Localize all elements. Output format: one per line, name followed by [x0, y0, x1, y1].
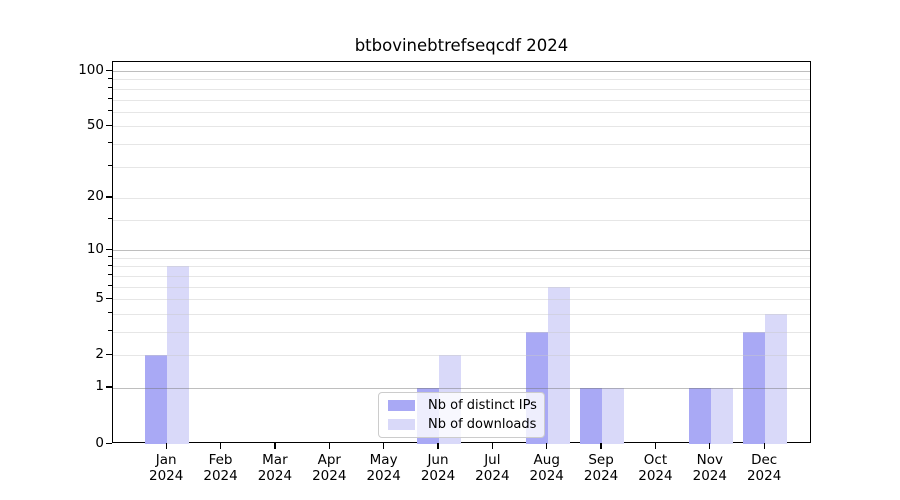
legend-label-downloads: Nb of downloads — [428, 416, 537, 432]
y-minor-tick-mark — [108, 98, 112, 100]
bar-distinct-ips-nov — [688, 387, 711, 444]
plot-area — [112, 61, 811, 444]
minor-gridline-50 — [113, 126, 810, 128]
bar-downloads-sep — [602, 387, 625, 444]
y-minor-tick-mark — [108, 274, 112, 276]
y-minor-tick-mark — [108, 285, 112, 287]
bar-downloads-dec — [765, 313, 788, 444]
x-tick-label: May 2024 — [366, 452, 401, 484]
y-minor-tick-mark — [108, 264, 112, 266]
x-tick-mark — [274, 443, 276, 449]
x-tick-label: Jul 2024 — [475, 452, 510, 484]
x-tick-label: Mar 2024 — [257, 452, 293, 484]
legend-item-distinct-ips: Nb of distinct IPs — [388, 398, 537, 414]
x-tick-label: Nov 2024 — [692, 452, 727, 484]
y-minor-tick-mark — [108, 142, 112, 144]
y-tick-label: 20 — [86, 188, 104, 205]
major-gridline-100 — [113, 71, 810, 73]
y-tick-label: 5 — [95, 289, 104, 306]
y-minor-tick-mark — [108, 330, 112, 332]
x-tick-mark — [165, 443, 167, 449]
y-minor-tick-mark — [108, 87, 112, 89]
minor-gridline-60 — [113, 111, 810, 113]
y-tick-mark — [106, 353, 112, 355]
minor-gridline-20 — [113, 197, 810, 199]
legend-swatch-downloads — [388, 418, 415, 430]
bar-downloads-aug — [547, 286, 570, 444]
bar-distinct-ips-dec — [743, 331, 766, 444]
minor-gridline-6 — [113, 286, 810, 288]
y-minor-tick-mark — [108, 312, 112, 314]
bar-distinct-ips-jan — [145, 355, 168, 444]
y-tick-label: 100 — [78, 61, 104, 78]
minor-gridline-3 — [113, 331, 810, 333]
x-tick-label: Sep 2024 — [583, 452, 619, 484]
minor-gridline-8 — [113, 266, 810, 268]
y-tick-label: 10 — [86, 240, 104, 257]
y-tick-label: 50 — [86, 116, 104, 133]
minor-gridline-9 — [113, 257, 810, 259]
x-tick-mark — [600, 443, 602, 449]
x-tick-mark — [328, 443, 330, 449]
minor-gridline-30 — [113, 166, 810, 168]
x-tick-mark — [219, 443, 222, 449]
x-tick-label: Feb 2024 — [203, 452, 238, 484]
y-tick-mark — [106, 297, 112, 299]
minor-gridline-40 — [113, 143, 810, 145]
x-tick-mark — [437, 443, 439, 449]
x-tick-mark — [709, 443, 711, 449]
major-gridline-10 — [113, 250, 810, 252]
y-minor-tick-mark — [108, 218, 112, 220]
x-tick-label: Oct 2024 — [638, 452, 673, 484]
major-gridline-1 — [113, 387, 810, 389]
x-tick-mark — [491, 443, 493, 449]
y-tick-label: 0 — [95, 434, 104, 451]
y-tick-mark — [106, 196, 112, 198]
x-tick-label: Aug 2024 — [529, 452, 564, 484]
x-tick-label: Dec 2024 — [746, 452, 782, 484]
y-tick-mark — [106, 442, 112, 444]
y-minor-tick-mark — [108, 256, 112, 258]
y-tick-mark — [106, 124, 112, 126]
x-tick-mark — [383, 443, 385, 449]
y-tick-mark — [106, 248, 112, 250]
y-tick-label: 2 — [95, 345, 104, 362]
x-tick-mark — [654, 443, 657, 449]
legend-swatch-distinct-ips — [388, 400, 415, 412]
minor-gridline-15 — [113, 219, 810, 221]
x-tick-label: Jun 2024 — [420, 452, 456, 484]
minor-gridline-2 — [113, 355, 810, 357]
y-minor-tick-mark — [108, 165, 112, 166]
x-tick-label: Apr 2024 — [312, 452, 347, 484]
x-tick-label: Jan 2024 — [149, 452, 184, 484]
legend: Nb of distinct IPs Nb of downloads — [378, 392, 545, 438]
legend-label-distinct-ips: Nb of distinct IPs — [428, 398, 537, 414]
y-minor-tick-mark — [108, 110, 112, 112]
legend-item-downloads: Nb of downloads — [388, 416, 537, 432]
y-minor-tick-mark — [108, 77, 112, 79]
chart-title: btbovinebtrefseqcdf 2024 — [354, 36, 569, 55]
minor-gridline-80 — [113, 88, 810, 90]
minor-gridline-90 — [113, 79, 810, 81]
minor-gridline-70 — [113, 99, 810, 101]
bar-distinct-ips-sep — [580, 387, 603, 444]
bar-downloads-nov — [710, 387, 733, 444]
x-tick-mark — [546, 443, 548, 449]
y-tick-mark — [106, 386, 112, 388]
y-tick-label: 1 — [95, 378, 104, 395]
x-tick-mark — [763, 443, 765, 449]
bar-downloads-jan — [167, 266, 190, 444]
minor-gridline-5 — [113, 299, 810, 301]
minor-gridline-4 — [113, 313, 810, 315]
y-tick-mark — [106, 69, 112, 71]
minor-gridline-7 — [113, 275, 810, 277]
